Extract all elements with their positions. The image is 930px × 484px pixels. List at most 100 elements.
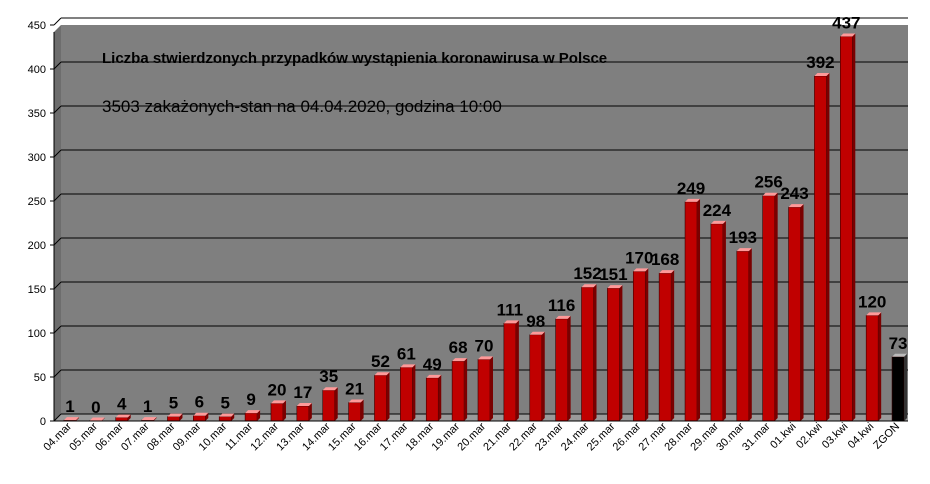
y-tick-label: 200 xyxy=(28,240,46,252)
bar xyxy=(296,405,310,422)
data-label: 1 xyxy=(65,397,74,416)
data-label: 9 xyxy=(246,390,255,409)
data-label: 5 xyxy=(220,394,229,413)
bar-top xyxy=(348,399,364,403)
bar xyxy=(193,415,206,422)
bar-side xyxy=(567,315,571,421)
gridline-diag xyxy=(53,413,62,422)
y-tick-label: 50 xyxy=(34,372,46,384)
bar xyxy=(658,272,672,422)
data-label: 68 xyxy=(449,338,468,357)
bar-side xyxy=(386,372,390,421)
gridline-diag xyxy=(53,61,62,70)
data-label: 70 xyxy=(475,336,494,355)
bar xyxy=(736,250,750,422)
data-label: 111 xyxy=(497,300,524,319)
bar-side xyxy=(645,268,649,421)
bar-side xyxy=(75,417,79,421)
bar xyxy=(840,36,853,422)
bar-side xyxy=(257,410,261,421)
bar xyxy=(710,223,724,422)
bar-top xyxy=(374,372,390,376)
x-tick-label: 30.mar xyxy=(714,420,747,453)
y-tick-label: 400 xyxy=(28,64,46,76)
bar-side xyxy=(748,248,752,421)
bar-top xyxy=(685,198,701,202)
bar xyxy=(865,315,879,422)
bar-top xyxy=(581,284,597,288)
bar xyxy=(503,323,517,422)
bar-side xyxy=(619,285,623,421)
bar xyxy=(607,287,620,422)
bar-side xyxy=(904,353,908,421)
gridline-diag xyxy=(53,281,62,290)
bar-top xyxy=(270,400,286,404)
data-label: 120 xyxy=(858,292,886,311)
bar-top xyxy=(633,268,649,272)
bar-top xyxy=(296,403,312,407)
bar xyxy=(244,412,258,422)
x-tick-label: 04.kwi xyxy=(846,421,877,452)
bar xyxy=(632,271,646,422)
y-tick-label: 150 xyxy=(28,284,46,296)
bar-side xyxy=(464,358,468,421)
data-label: 35 xyxy=(319,367,338,386)
bar-top xyxy=(736,248,752,252)
x-tick-label: 14.mar xyxy=(300,420,333,453)
x-tick-label: 08.mar xyxy=(145,420,178,453)
x-tick-label: 22.mar xyxy=(507,420,540,453)
bar-top xyxy=(840,33,856,37)
bar-top xyxy=(814,73,830,77)
data-label: 437 xyxy=(832,13,860,32)
bar-top xyxy=(167,413,183,417)
y-tick-label: 100 xyxy=(28,328,46,340)
x-tick-label: 31.mar xyxy=(740,420,773,453)
data-label: 224 xyxy=(703,201,732,220)
bar-top xyxy=(452,358,468,362)
bar-side xyxy=(360,399,364,421)
x-tick-label: 15.mar xyxy=(326,420,359,453)
bar-side xyxy=(334,387,338,421)
x-tick-label: 25.mar xyxy=(585,420,618,453)
bar xyxy=(555,318,568,422)
y-tick-label: 350 xyxy=(28,108,46,120)
data-label: 21 xyxy=(345,380,364,399)
bar-side xyxy=(179,413,183,421)
data-label: 4 xyxy=(117,394,127,413)
x-tick-label: 23.mar xyxy=(533,420,566,453)
bar-top xyxy=(762,192,778,196)
data-label: 1 xyxy=(143,397,152,416)
bar-top xyxy=(245,410,261,414)
x-tick-label: 09.mar xyxy=(171,420,204,453)
data-label: 243 xyxy=(780,184,808,203)
data-label: 49 xyxy=(423,355,442,374)
x-tick-label: 01.kwi xyxy=(768,421,799,452)
bar-side xyxy=(231,413,235,421)
y-tick-label: 0 xyxy=(40,416,46,428)
data-label: 73 xyxy=(889,334,908,353)
bar-side xyxy=(593,284,597,421)
x-tick-label: 18.mar xyxy=(404,420,437,453)
bar-top xyxy=(607,285,623,289)
bar-top xyxy=(400,364,416,368)
data-label: 0 xyxy=(91,398,100,417)
bar xyxy=(788,206,801,422)
bar xyxy=(322,389,336,422)
x-tick-label: 24.mar xyxy=(559,420,592,453)
x-tick-label: 04.mar xyxy=(41,420,74,453)
bar-side xyxy=(852,33,856,421)
bar xyxy=(529,334,543,422)
x-tick-label: 07.mar xyxy=(119,420,152,453)
bar-top xyxy=(659,270,675,274)
bar-side xyxy=(697,198,701,421)
data-label: 5 xyxy=(169,394,178,413)
bar-top xyxy=(89,417,105,421)
data-label: 116 xyxy=(548,296,575,315)
bar-top xyxy=(866,312,882,316)
bar-top xyxy=(219,413,235,417)
bar-top xyxy=(529,331,545,335)
x-tick-label: 06.mar xyxy=(93,420,126,453)
bar-top xyxy=(555,315,571,319)
